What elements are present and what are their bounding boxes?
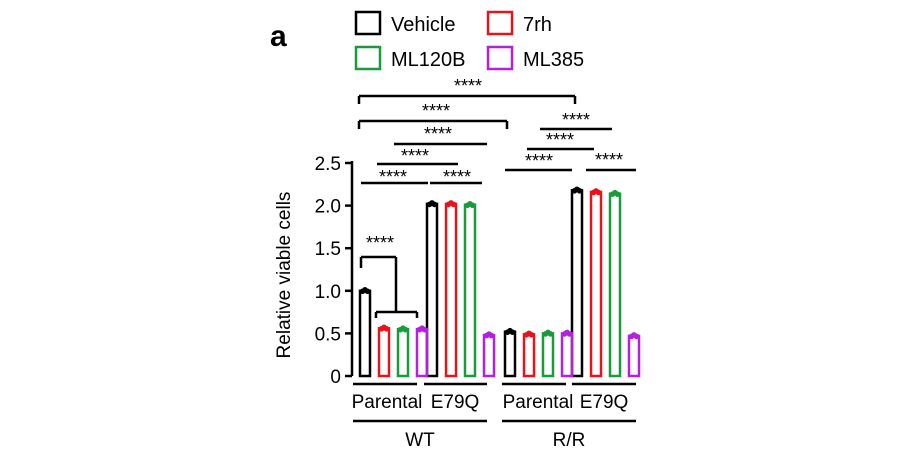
bar [444,202,458,378]
legend: Vehicle 7rh ML120B ML385 [354,10,584,71]
bar [415,327,429,378]
significance-stars: **** [546,130,574,150]
bar [608,192,622,378]
data-point [421,326,428,333]
bar [358,289,372,378]
significance-stars: **** [379,167,407,187]
data-point [528,331,535,338]
significance-stars: **** [595,150,623,170]
significance-stars: **** [443,167,471,187]
data-point [402,326,409,333]
significance-stars: **** [525,151,553,171]
bars [358,186,641,378]
legend-label: ML385 [523,49,584,71]
significance-stars: **** [562,110,590,130]
y-axis-label: Relative viable cells [274,192,295,359]
y-tick-label: 1.5 [315,239,341,260]
significance-stars: **** [422,101,450,121]
group-label: Parental [352,392,423,413]
bar [541,332,555,378]
y-tick-label: 0 [330,367,341,388]
x-axis: Parental E79Q Parental E79Q WT R/R [352,382,636,451]
data-point [614,191,621,197]
bar [377,327,391,378]
legend-label: 7rh [523,14,552,36]
data-point [576,187,583,194]
significance-stars: **** [454,76,482,96]
data-point [364,288,371,295]
data-point [488,332,495,339]
significance-brackets: ******************** **************** ****… [357,76,636,318]
legend-swatch [354,45,382,71]
group-label: Parental [503,392,574,413]
data-point [431,201,438,208]
significance-stars: **** [401,146,429,166]
legend-swatch [486,45,514,71]
data-point [450,201,457,208]
bar [425,202,439,378]
group-label: E79Q [431,392,480,413]
data-point [566,331,573,337]
y-tick-label: 2.5 [315,154,341,175]
parent-group-label: WT [405,430,435,450]
significance-stars: **** [424,124,452,144]
parent-group-label: R/R [553,430,586,450]
legend-label: Vehicle [391,14,456,36]
y-tick-label: 1.0 [315,282,341,303]
bar [522,333,536,378]
data-point [633,333,640,340]
group-label: E79Q [580,392,629,413]
bar [570,189,584,378]
bar [396,327,410,378]
data-point [383,325,390,332]
data-point [469,202,476,209]
bar [627,334,641,378]
panel-label: a [270,20,287,53]
bar [560,332,574,378]
bar [463,203,477,378]
data-point [547,331,554,337]
legend-label: ML120B [391,49,466,71]
bar [482,333,496,378]
data-point [509,329,516,335]
bar [589,190,603,378]
legend-swatch [354,10,382,36]
legend-swatch [486,10,514,36]
y-tick-label: 0.5 [315,324,341,345]
significance-stars: **** [366,233,394,253]
y-axis: 0 0.5 1.0 1.5 2.0 2.5 [315,154,354,388]
bar [503,330,517,378]
data-point [595,189,602,196]
y-tick-label: 2.0 [315,197,341,218]
